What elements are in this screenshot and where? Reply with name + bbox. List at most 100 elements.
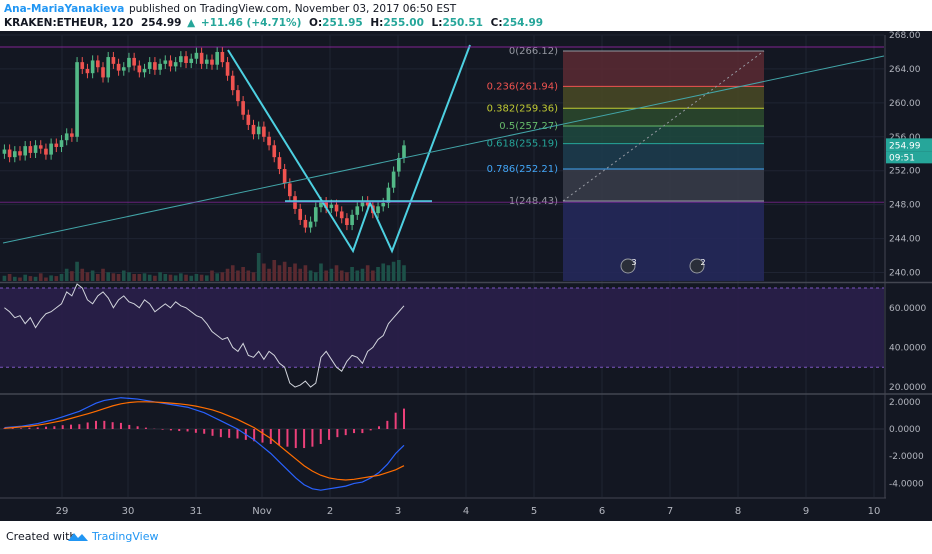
volume-bar	[298, 268, 303, 281]
candle-body	[116, 63, 121, 71]
candle-body	[360, 201, 365, 207]
volume-bar	[391, 261, 396, 281]
volume-bar	[241, 267, 245, 281]
fib-zone	[563, 143, 764, 169]
candle-body	[173, 62, 178, 67]
volume-bar	[220, 272, 225, 281]
volume-bar	[80, 268, 85, 281]
volume-bar	[339, 270, 344, 281]
candle-body	[54, 143, 59, 147]
tradingview-brand[interactable]: TradingView	[91, 530, 158, 543]
volume-bar	[365, 265, 370, 281]
candle-body	[184, 56, 188, 63]
fib-level-label: 0(266.12)	[509, 46, 558, 57]
volume-bar	[272, 260, 277, 281]
fibonacci-retracement[interactable]: 0(266.12) 0.236(261.94) 0.382(259.36) 0.5(2…	[487, 46, 765, 281]
candle-body	[64, 133, 69, 141]
volume-bar	[230, 265, 235, 281]
ohlc-line: KRAKEN:ETHEUR, 120 254.99 ▲ +11.46 (+4.7…	[4, 17, 543, 29]
candle-body	[381, 202, 386, 207]
volume-bar	[194, 274, 199, 281]
candle-body	[210, 59, 214, 65]
date-axis[interactable]: 29 30 31 Nov 2 3 4 5 6 7 8 9 10	[56, 506, 881, 517]
volume-bar	[127, 272, 131, 281]
candlestick-series	[2, 46, 406, 233]
volume-bar	[210, 270, 214, 281]
date-tick-label: 9	[803, 506, 809, 517]
candle-body	[199, 52, 204, 64]
volume-bar	[33, 276, 38, 281]
low-label: L:	[432, 17, 443, 29]
volume-bar	[7, 274, 12, 281]
volume-bar	[44, 277, 48, 281]
ascending-trendline	[2, 55, 885, 244]
volume-bar	[142, 273, 147, 281]
candle-body	[189, 58, 194, 63]
candle-body	[142, 68, 147, 73]
candle-body	[2, 149, 7, 154]
last-price-badge-label: 254.99	[889, 141, 921, 151]
candle-body	[396, 158, 401, 172]
volume-bar	[376, 267, 380, 281]
symbol-interval: KRAKEN:ETHEUR, 120	[4, 17, 133, 29]
volume-bar	[184, 274, 188, 281]
candle-body	[194, 52, 199, 59]
candle-body	[251, 124, 256, 135]
rsi-tick-label: 60.0000	[889, 304, 926, 314]
volume-bar	[319, 263, 323, 281]
volume-bar	[75, 261, 79, 281]
candle-body	[38, 145, 43, 149]
candle-body	[204, 59, 209, 64]
fib-zone	[563, 168, 764, 202]
date-tick-label: Nov	[252, 506, 272, 517]
volume-bar	[59, 274, 64, 281]
volume-bar	[262, 263, 266, 281]
rsi-band	[0, 287, 884, 368]
event-marker-icon	[689, 258, 705, 274]
candle-body	[225, 62, 230, 76]
header-background	[0, 0, 932, 31]
volume-bar	[18, 277, 22, 281]
candle-body	[75, 62, 79, 137]
volume-bar	[96, 274, 100, 281]
volume-bar	[54, 276, 59, 281]
candle-body	[49, 143, 53, 155]
volume-bar	[173, 275, 178, 281]
volume-bar	[204, 275, 209, 281]
author-name[interactable]: Ana-MariaYanakieva	[4, 3, 124, 15]
date-tick-label: 5	[531, 506, 537, 517]
date-tick-label: 29	[56, 506, 69, 517]
candle-body	[386, 187, 391, 203]
volume-bar	[163, 274, 168, 281]
candle-body	[96, 60, 100, 68]
candle-body	[277, 157, 282, 170]
price-tick-label: 240.00	[889, 269, 921, 279]
candle-body	[324, 202, 328, 209]
fib-zone	[563, 108, 764, 127]
volume-bar	[308, 270, 313, 281]
candle-body	[298, 208, 303, 220]
event-marker-icon	[620, 258, 636, 274]
volume-bar	[215, 273, 219, 281]
pattern-drawings[interactable]	[0, 44, 885, 254]
volume-bar	[111, 273, 116, 281]
date-tick-label: 2	[327, 506, 333, 517]
volume-bar	[2, 275, 7, 281]
candle-body	[101, 67, 105, 78]
open-label: O:	[309, 17, 322, 29]
candle-body	[153, 62, 157, 70]
high-label: H:	[370, 17, 383, 29]
price-tick-label: 256.00	[889, 133, 921, 143]
candle-body	[163, 60, 168, 64]
volume-bar	[137, 274, 142, 281]
candle-body	[288, 183, 292, 197]
candle-body	[365, 201, 370, 206]
volume-bar	[293, 263, 297, 281]
tradingview-logo-icon	[68, 533, 88, 541]
price-axis[interactable]: 268.00 264.00 260.00 256.00 252.00 248.00 244.…	[886, 31, 932, 279]
candle-body	[402, 145, 406, 158]
candle-body	[308, 221, 313, 228]
candle-body	[345, 218, 349, 226]
